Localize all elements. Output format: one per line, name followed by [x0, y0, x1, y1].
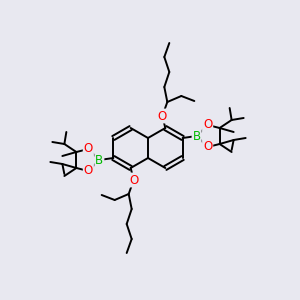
Text: B: B — [95, 154, 104, 166]
Text: O: O — [203, 140, 212, 154]
Text: O: O — [84, 142, 93, 155]
Text: O: O — [203, 118, 212, 131]
Text: B: B — [193, 130, 201, 142]
Text: O: O — [129, 173, 138, 187]
Text: O: O — [84, 164, 93, 178]
Text: O: O — [158, 110, 167, 122]
